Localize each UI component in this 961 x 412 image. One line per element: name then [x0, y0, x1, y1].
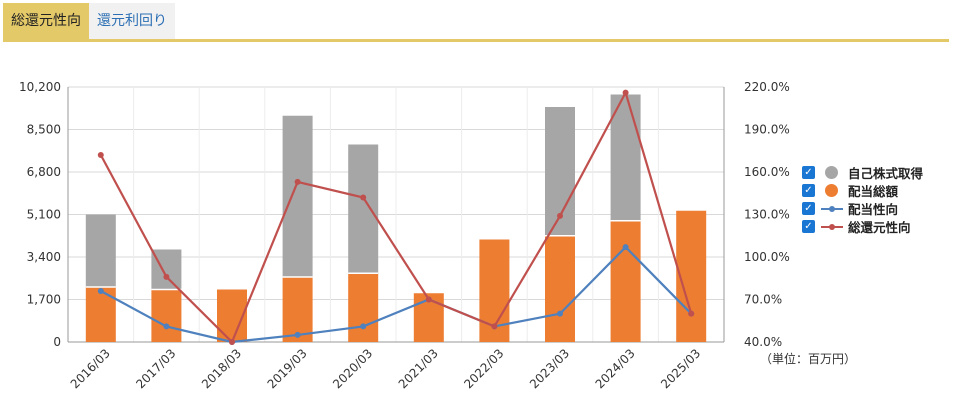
circle-marker-icon [821, 166, 843, 179]
line-point [557, 310, 563, 317]
line-point [622, 244, 629, 251]
tab-underline [3, 39, 949, 42]
line-point [294, 331, 301, 338]
bar [151, 289, 182, 342]
y-right-tick-label: 40.0% [744, 335, 782, 349]
y-left-tick-label: 5,100 [27, 208, 61, 222]
line-point [622, 89, 629, 96]
legend-label: 総還元性向 [848, 220, 911, 235]
y-left-tick-label: 8,500 [27, 123, 61, 137]
bar [85, 214, 116, 287]
bar [348, 144, 379, 274]
line-point [491, 323, 498, 330]
legend: ✓ 自己株式取得 ✓ 配当総額 ✓ 配当性向 ✓ 総還元性向 [802, 165, 923, 237]
bar [282, 115, 313, 277]
bar [610, 94, 641, 221]
y-right-tick-label: 160.0% [744, 165, 790, 179]
y-left-tick-label: 10,200 [19, 80, 61, 94]
line-marker-icon [821, 220, 843, 233]
checkbox-checked-icon[interactable]: ✓ [802, 220, 815, 233]
legend-label: 配当性向 [848, 202, 899, 217]
legend-item-payout-ratio[interactable]: ✓ 配当性向 [802, 201, 923, 217]
checkbox-checked-icon[interactable]: ✓ [802, 166, 815, 179]
line-point [97, 288, 104, 294]
line-point [163, 323, 170, 330]
unit-label: （単位：百万円） [760, 352, 857, 366]
x-tick-label: 2019/03 [265, 346, 310, 391]
y-left-tick-label: 6,800 [27, 165, 61, 179]
y-right-tick-label: 190.0% [744, 123, 790, 137]
bar [610, 220, 641, 342]
legend-item-total-return-ratio[interactable]: ✓ 総還元性向 [802, 219, 923, 235]
line-point [360, 194, 367, 201]
x-tick-label: 2021/03 [396, 346, 441, 391]
line-point [229, 339, 235, 345]
tab-bar: 総還元性向 還元利回り [3, 3, 175, 39]
line-point [97, 152, 104, 158]
line-point [360, 323, 367, 330]
bar [545, 235, 575, 342]
line-point [294, 178, 301, 185]
x-tick-label: 2018/03 [199, 346, 244, 391]
line-point [688, 310, 695, 317]
line-point [425, 296, 432, 303]
y-right-tick-label: 130.0% [744, 208, 790, 222]
bar [282, 277, 313, 342]
x-tick-label: 2023/03 [527, 346, 572, 391]
series-line [99, 89, 693, 344]
x-tick-label: 2017/03 [133, 346, 178, 391]
tab-return-yield[interactable]: 還元利回り [89, 3, 175, 39]
y-right-tick-label: 100.0% [744, 250, 790, 264]
tab-total-return-ratio[interactable]: 総還元性向 [3, 3, 89, 39]
y-left-tick-label: 0 [53, 335, 61, 349]
y-left-tick-label: 3,400 [27, 250, 61, 264]
circle-marker-icon [821, 184, 843, 197]
checkbox-checked-icon[interactable]: ✓ [802, 184, 815, 197]
y-right-tick-label: 220.0% [744, 80, 790, 94]
line-point [557, 212, 563, 219]
series-line [100, 245, 692, 344]
legend-item-dividend-total[interactable]: ✓ 配当総額 [802, 183, 923, 199]
y-right-tick-label: 70.0% [744, 293, 782, 307]
line-marker-icon [821, 202, 843, 215]
x-tick-label: 2022/03 [461, 346, 506, 391]
x-tick-label: 2020/03 [330, 346, 375, 391]
legend-label: 自己株式取得 [848, 166, 924, 181]
bar [85, 287, 116, 342]
bar [348, 273, 379, 342]
y-left-tick-label: 1,700 [27, 293, 61, 307]
x-tick-label: 2016/03 [68, 346, 113, 391]
legend-item-buyback[interactable]: ✓ 自己株式取得 [802, 165, 924, 181]
line-point [163, 273, 170, 280]
checkbox-checked-icon[interactable]: ✓ [802, 202, 815, 215]
legend-label: 配当総額 [848, 184, 899, 199]
x-tick-label: 2024/03 [593, 346, 638, 391]
x-tick-label: 2025/03 [658, 346, 703, 391]
